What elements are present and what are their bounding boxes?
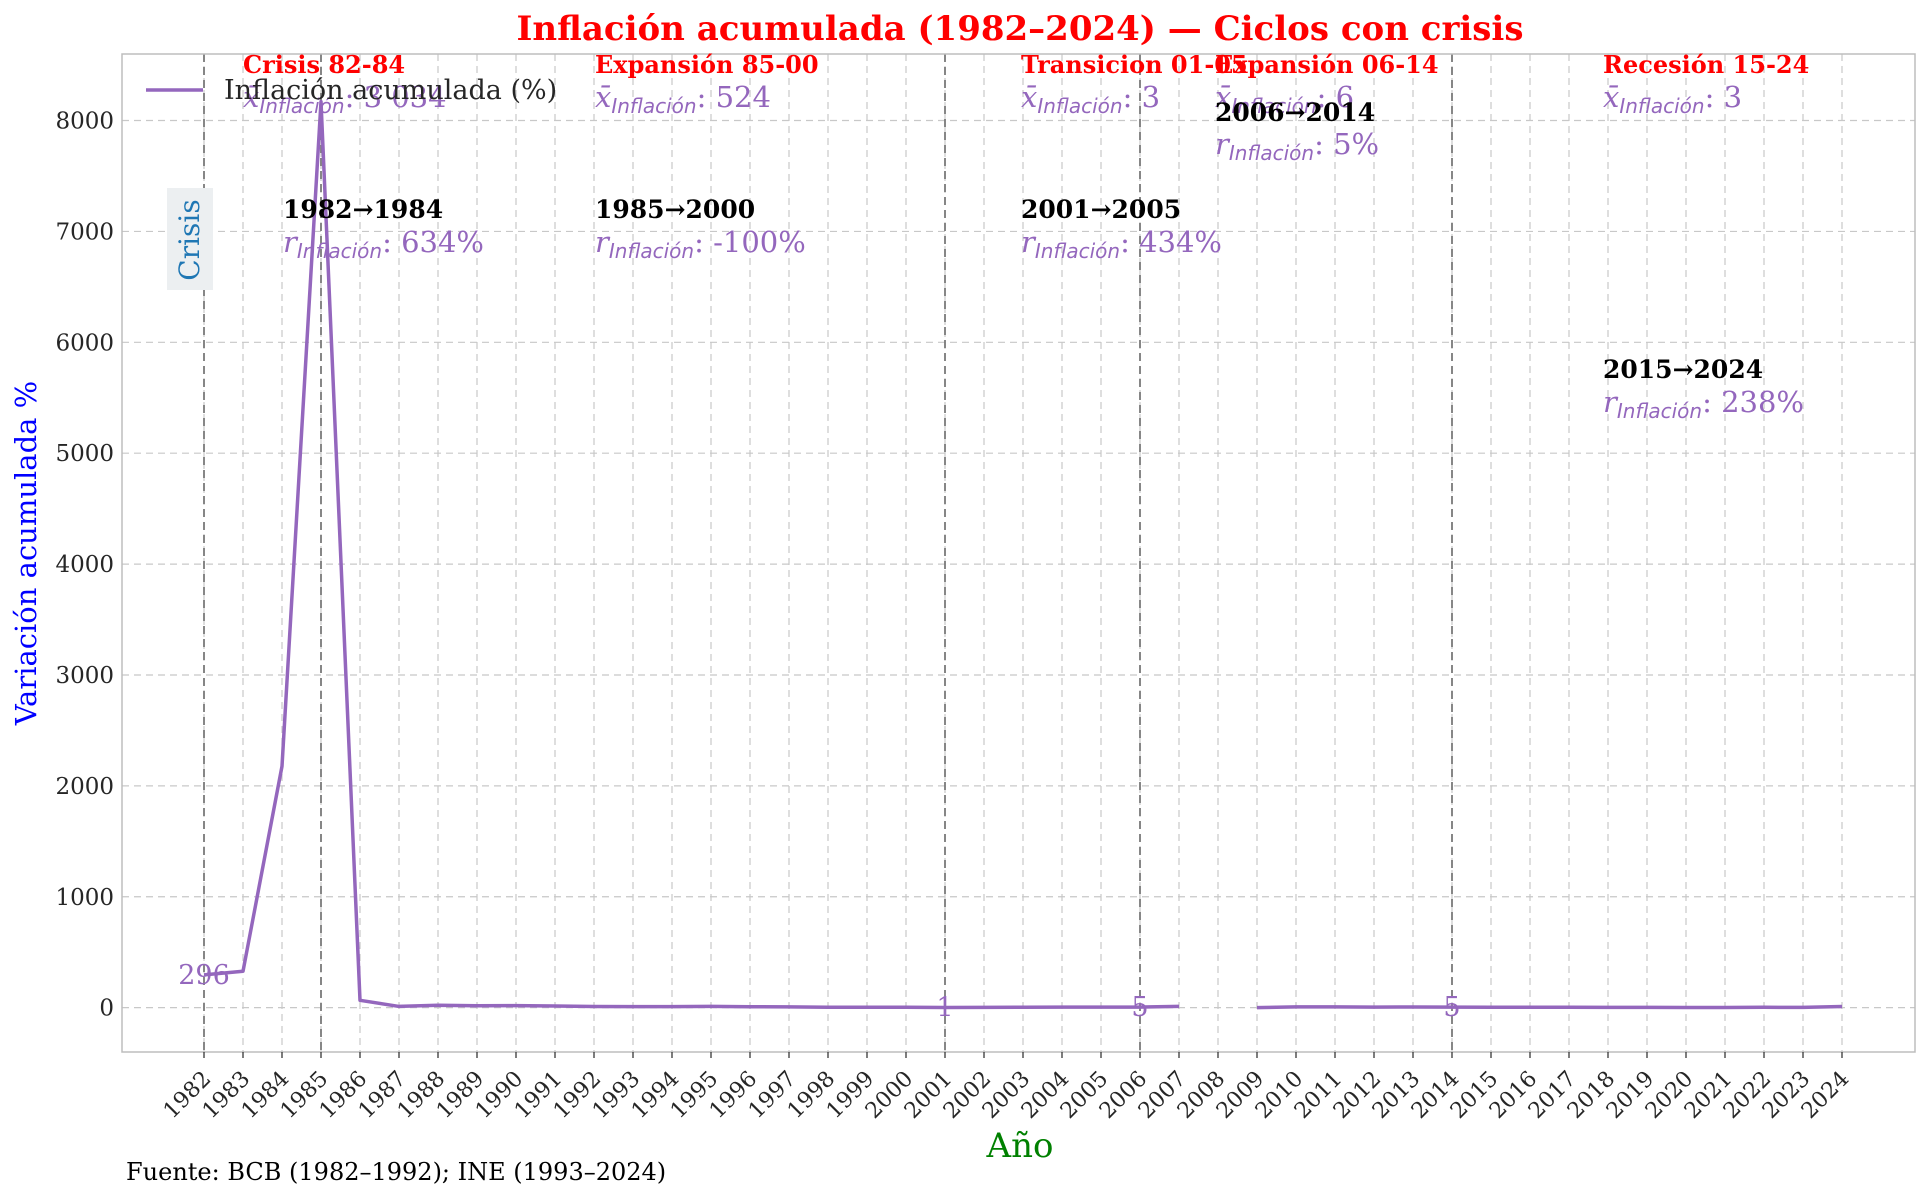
- y-tick-label: 7000: [55, 219, 114, 245]
- y-tick-label: 5000: [55, 441, 114, 467]
- cycle-change: rInflación: 5%: [1215, 127, 1379, 165]
- chart-title: Inflación acumulada (1982–2024) — Ciclos…: [517, 9, 1524, 49]
- cycle-period: 2015→2024: [1603, 355, 1763, 384]
- cycle-change: rInflación: 238%: [1603, 385, 1804, 423]
- y-axis-ticks: 0 1000 2000 3000 4000 5000 6000 7000 8000: [55, 109, 114, 1022]
- crisis-box: Crisis: [167, 188, 213, 290]
- y-tick-label: 8000: [55, 109, 114, 135]
- cycle-change: rInflación: 634%: [283, 225, 484, 263]
- cycle-change: rInflación: -100%: [595, 225, 806, 263]
- cycle-change: rInflación: 434%: [1021, 225, 1222, 263]
- x-axis-label: Año: [986, 1126, 1054, 1166]
- cycle-mean: x̄Inflación: 524: [595, 80, 771, 118]
- y-tick-label: 3000: [55, 663, 114, 689]
- y-tick-label: 1000: [55, 885, 114, 911]
- source-note: Fuente: BCB (1982–1992); INE (1993–2024): [126, 1158, 667, 1186]
- y-tick-label: 2000: [55, 774, 114, 800]
- cycle-mean: x̄Inflación: 3: [1603, 80, 1742, 118]
- series-line-segment: [203, 99, 1180, 1010]
- legend-label: Inflación acumulada (%): [224, 75, 557, 106]
- y-tick-label: 4000: [55, 552, 114, 578]
- crisis-label: Crisis: [173, 199, 206, 280]
- cycle-mean: x̄Inflación: 3 034: [243, 80, 447, 118]
- cycle-title: Recesión 15-24: [1603, 50, 1809, 79]
- cycle-title: Expansión 06-14: [1215, 50, 1439, 79]
- point-label-2014: 5: [1443, 992, 1460, 1023]
- series-inflacion-acumulada: [203, 99, 1843, 1010]
- cycle-period: 1985→2000: [595, 195, 755, 224]
- cycle-title: Expansión 85-00: [595, 50, 819, 79]
- point-labels: 296 1 5 5: [178, 960, 1460, 1024]
- y-axis-label: Variación acumulada %: [9, 381, 43, 726]
- y-tick-label: 6000: [55, 330, 114, 356]
- cycle-title: Transicion 01-05: [1021, 50, 1248, 79]
- point-label-1982: 296: [178, 960, 230, 991]
- cycle-separator-lines: [203, 54, 1453, 1052]
- point-label-2006: 5: [1131, 992, 1148, 1023]
- point-label-2001: 1: [936, 993, 953, 1024]
- legend: Inflación acumulada (%): [146, 75, 557, 106]
- cycle-mean: x̄Inflación: 6: [1215, 80, 1354, 118]
- cycle-period: 2006→2014: [1215, 98, 1375, 127]
- cycle-title: Crisis 82-84: [243, 50, 405, 79]
- plot-frame: [121, 53, 1916, 1053]
- cycle-annotations: Crisis 82-84x̄Inflación: 3 0341982→1984r…: [243, 50, 1809, 423]
- cycle-mean: x̄Inflación: 3: [1021, 80, 1160, 118]
- series-line-segment: [1256, 1004, 1843, 1010]
- cycle-period: 1982→1984: [283, 195, 443, 224]
- y-tick-label: 0: [99, 996, 114, 1022]
- cycle-period: 2001→2005: [1021, 195, 1181, 224]
